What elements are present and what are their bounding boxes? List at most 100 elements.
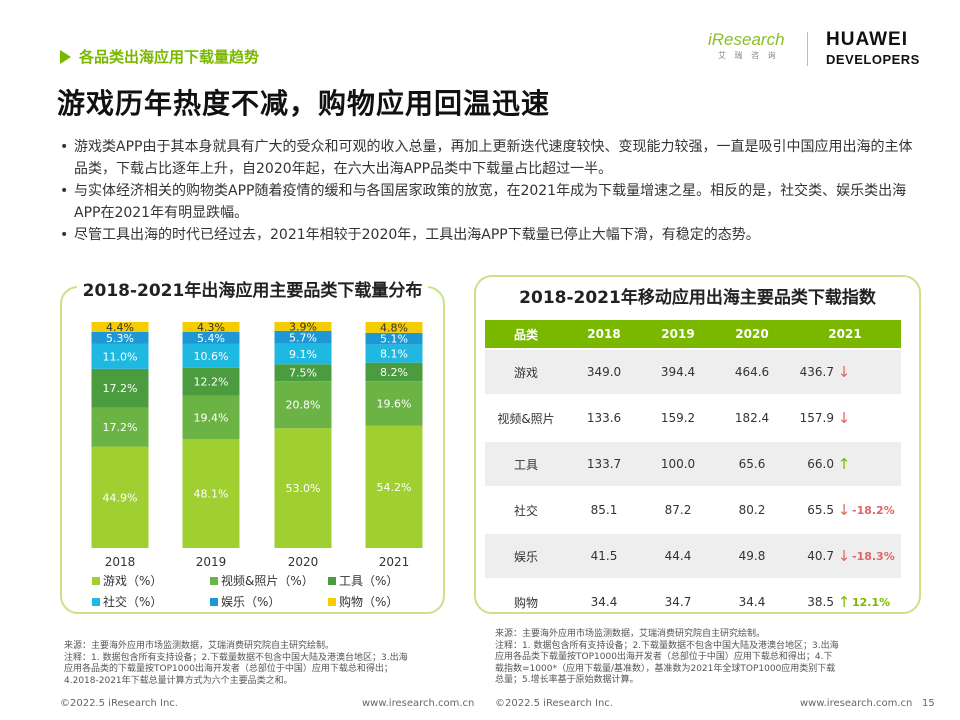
right-panel: 2018-2021年移动应用出海主要品类下载指数 bbox=[474, 275, 921, 614]
iresearch-logo: iResearch 艾 瑞 咨 询 bbox=[708, 30, 788, 72]
x-tick-label: 2019 bbox=[196, 555, 227, 569]
chart-x-axis: 2018 2019 2020 2021 bbox=[105, 555, 410, 569]
table-cell: 工具 bbox=[485, 442, 567, 486]
legend-swatch bbox=[328, 597, 336, 606]
bar-segment bbox=[182, 367, 240, 396]
section-label-text: 各品类出海应用下载量趋势 bbox=[79, 48, 260, 66]
value-2021: 38.5 bbox=[807, 595, 834, 609]
legend-item-tools: 工具（%） bbox=[328, 572, 432, 589]
legend-swatch bbox=[92, 597, 100, 606]
table-row: 视频&照片 133.6 159.2 182.4 157.9 ↓ bbox=[485, 396, 901, 440]
bar-segment bbox=[91, 446, 149, 548]
data-label: 17.2% bbox=[103, 382, 138, 395]
iresearch-logo-text: iResearch bbox=[708, 30, 785, 49]
legend-label: 社交（%） bbox=[103, 595, 163, 609]
section-label: 各品类出海应用下载量趋势 bbox=[60, 46, 259, 67]
table-header-cell: 2020 bbox=[715, 320, 789, 348]
stacked-bar-chart: 44.9% 17.2% 17.2% 11.0% 5.3%4.4% 48.1% 19.4% 12… bbox=[91, 320, 423, 569]
bar-segment bbox=[182, 395, 240, 440]
footer-copyright-right: ©2022.5 iResearch Inc. bbox=[495, 698, 613, 709]
bar-segment bbox=[274, 322, 332, 331]
growth-rate: -18.3% bbox=[852, 549, 895, 563]
left-panel-title: 2018-2021年出海应用主要品类下载量分布 bbox=[62, 276, 443, 301]
data-label: 19.6% bbox=[377, 397, 412, 410]
data-label: 4.8% bbox=[380, 321, 408, 334]
arrow-down-icon: ↓ bbox=[837, 501, 851, 519]
bar-segment bbox=[365, 425, 423, 548]
bar-segment bbox=[274, 364, 332, 382]
iresearch-logo-subtext: 艾 瑞 咨 询 bbox=[718, 51, 779, 60]
bar-segment bbox=[365, 322, 423, 333]
bar-segment bbox=[274, 330, 332, 344]
bar-segment bbox=[365, 332, 423, 345]
bar-segment bbox=[274, 381, 332, 429]
left-source-note: 来源：主要海外应用市场监测数据，艾瑞消费研究院自主研究绘制。 注释：1. 数据包… bbox=[64, 641, 474, 687]
table-row: 娱乐 41.5 44.4 49.8 40.7 ↓ -18.3% bbox=[485, 534, 901, 578]
x-tick-label: 2018 bbox=[105, 555, 136, 569]
chart-bars: 44.9% 17.2% 17.2% 11.0% 5.3%4.4% 48.1% 19.4% 12… bbox=[91, 320, 423, 548]
page-number: 15 bbox=[922, 698, 935, 709]
bullet-item: • 游戏类APP由于其本身就具有广大的受众和可观的收入总量，再加上更新迭代速度较快… bbox=[60, 136, 920, 180]
left-panel: 2018-2021年出海应用主要品类下载量分布 bbox=[60, 281, 445, 614]
table-cell: 65.6 bbox=[715, 442, 789, 486]
data-label: 4.4% bbox=[106, 321, 134, 334]
table-cell: 34.7 bbox=[664, 595, 692, 609]
data-label: 48.1% bbox=[194, 488, 229, 501]
data-label: 5.1% bbox=[380, 333, 408, 346]
table-cell: 464.6 bbox=[715, 350, 789, 394]
note-line: 来源：主要海外应用市场监测数据，艾瑞消费研究院自主研究绘制。 bbox=[495, 629, 766, 639]
footer-url-left: www.iresearch.com.cn bbox=[362, 698, 475, 709]
table-cell-2021: 66.0 ↑ bbox=[789, 442, 901, 486]
bar-segment bbox=[91, 343, 149, 369]
data-label: 53.0% bbox=[286, 482, 321, 495]
table-cell: 购物 bbox=[513, 595, 538, 610]
note-line: 总量；5.增长率基于原始数据计算。 bbox=[495, 675, 639, 685]
chart-legend: 游戏（%） 视频&照片（%） 工具（%） 社交（%） 娱乐（%） 购物（%） bbox=[92, 572, 432, 610]
table-row: 游戏 349.0 394.4 464.6 436.7 ↓ bbox=[485, 350, 901, 394]
arrow-down-icon: ↓ bbox=[837, 409, 851, 427]
note-line: 载指数=1000*（应用下载量/基准数），基准数为2021年全球TOP1000应… bbox=[495, 663, 836, 674]
data-label: 4.3% bbox=[197, 321, 225, 334]
data-label: 54.2% bbox=[377, 481, 412, 494]
bar-segment bbox=[274, 428, 332, 548]
note-line: 应用各品类的下载量按TOP1000出海开发者（总部位于中国）应用下载总和得出； bbox=[64, 664, 393, 674]
download-index-table: 品类 2018 2019 2020 2021 游戏 349.0 394.4 464.6… bbox=[485, 318, 901, 626]
table-cell: 游戏 bbox=[485, 350, 567, 394]
bar-segment bbox=[91, 407, 149, 447]
bar-segment bbox=[365, 381, 423, 426]
table-header-cell: 2019 bbox=[641, 320, 715, 348]
note-line: 注释：1. 数据包含所有支持设备；2.下载量数据不包含中国大陆及港澳台地区；3.… bbox=[495, 640, 839, 651]
legend-label: 购物（%） bbox=[339, 595, 399, 609]
table-cell-2021: 40.7 ↓ -18.3% bbox=[789, 534, 901, 578]
value-2021: 66.0 bbox=[807, 457, 834, 471]
table-cell: 182.4 bbox=[734, 411, 770, 425]
legend-item-entertainment: 娱乐（%） bbox=[210, 593, 328, 610]
huawei-logo-line2: DEVELOPERS bbox=[826, 52, 920, 67]
bar-segment bbox=[182, 322, 240, 332]
legend-swatch bbox=[210, 597, 218, 606]
arrow-up-icon: ↑ bbox=[837, 455, 851, 473]
growth-rate: -18.2% bbox=[852, 503, 895, 517]
legend-swatch bbox=[328, 576, 336, 585]
legend-item-game: 游戏（%） bbox=[92, 572, 210, 589]
table-cell: 娱乐 bbox=[485, 534, 567, 578]
bar-segment bbox=[91, 368, 149, 408]
huawei-developers-logo: HUAWEI DEVELOPERS bbox=[826, 30, 920, 70]
data-label: 8.2% bbox=[380, 366, 408, 379]
legend-label: 游戏（%） bbox=[103, 574, 163, 588]
table-header-cell: 2018 bbox=[567, 320, 641, 348]
footer-copyright-left: ©2022.5 iResearch Inc. bbox=[60, 698, 178, 709]
bullet-list: • 游戏类APP由于其本身就具有广大的受众和可观的收入总量，再加上更新迭代速度较快… bbox=[60, 136, 920, 246]
bullet-item: • 尽管工具出海的时代已经过去，2021年相较于2020年，工具出海APP下载量已… bbox=[60, 224, 920, 246]
table-cell: 349.0 bbox=[567, 350, 641, 394]
table-cell: 159.2 bbox=[660, 411, 696, 425]
table-cell: 视频&照片 bbox=[497, 411, 555, 426]
note-line: 应用各品类下载量按TOP1000出海开发者（总部位于中国）应用下载总和得出；4.… bbox=[495, 652, 833, 662]
table-cell: 133.7 bbox=[567, 442, 641, 486]
bar-segment bbox=[182, 331, 240, 344]
legend-swatch bbox=[210, 576, 218, 585]
table-cell: 34.4 bbox=[590, 595, 618, 609]
data-label: 12.2% bbox=[194, 376, 229, 389]
bullet-text: 游戏类APP由于其本身就具有广大的受众和可观的收入总量，再加上更新迭代速度较快、… bbox=[74, 139, 913, 177]
bar-segment bbox=[182, 439, 240, 548]
